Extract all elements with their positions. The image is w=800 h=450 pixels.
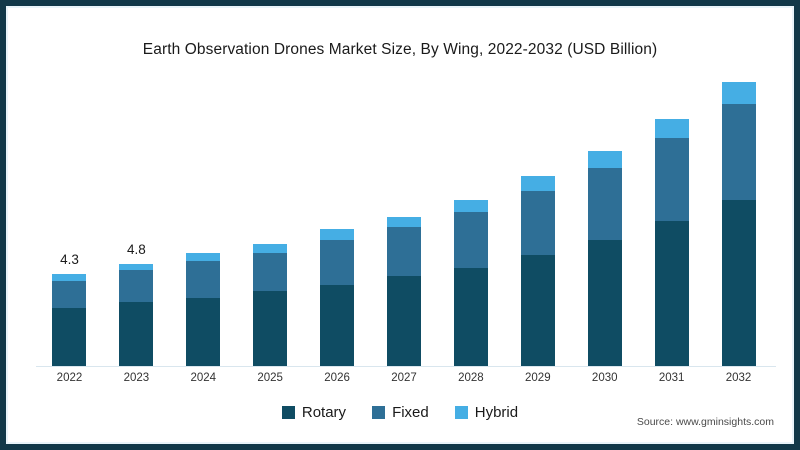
bar-segment-fixed-2031[interactable] (654, 137, 689, 221)
bar-2024[interactable] (186, 252, 221, 366)
legend-label-hybrid: Hybrid (474, 404, 519, 421)
bar-segment-rotary-2032[interactable] (721, 199, 756, 366)
x-tick-2023: 2023 (123, 372, 150, 384)
bar-2028[interactable] (453, 199, 488, 366)
bar-segment-hybrid-2022[interactable] (52, 274, 87, 281)
bar-2025[interactable] (253, 244, 288, 366)
bar-segment-rotary-2028[interactable] (453, 267, 488, 366)
bar-segment-fixed-2032[interactable] (721, 103, 756, 200)
bar-segment-hybrid-2030[interactable] (587, 150, 622, 168)
bar-segment-hybrid-2028[interactable] (453, 199, 488, 213)
x-axis-line (36, 366, 776, 367)
bar-segment-fixed-2025[interactable] (253, 252, 288, 292)
bar-2023[interactable] (119, 263, 154, 366)
bar-segment-fixed-2024[interactable] (186, 261, 221, 298)
bar-2029[interactable] (520, 176, 555, 366)
x-tick-2026: 2026 (324, 372, 350, 384)
legend-square-swatch-icon (454, 406, 468, 419)
bar-segment-hybrid-2031[interactable] (654, 118, 689, 138)
bar-segment-fixed-2026[interactable] (320, 240, 355, 285)
bar-2026[interactable] (320, 229, 355, 366)
x-tick-2028: 2028 (458, 372, 484, 384)
source-caption: Source: www.gminsights.com (636, 416, 774, 428)
x-tick-2030: 2030 (591, 372, 618, 384)
bar-segment-rotary-2030[interactable] (587, 240, 622, 366)
chart-inner-border: Earth Observation Drones Market Size, By… (6, 6, 794, 444)
data-label-2022: 4.3 (60, 252, 79, 268)
legend-item-hybrid[interactable]: Hybrid (454, 404, 519, 421)
bar-2031[interactable] (654, 118, 689, 366)
bar-segment-rotary-2027[interactable] (387, 276, 421, 366)
data-label-2023: 4.8 (126, 241, 146, 257)
plot-area: 4.3 4.8 (36, 78, 772, 366)
bar-segment-hybrid-2023[interactable] (119, 263, 154, 270)
bar-segment-rotary-2023[interactable] (119, 302, 154, 366)
bar-segment-hybrid-2029[interactable] (520, 176, 555, 192)
x-tick-2022: 2022 (56, 372, 83, 384)
bar-segment-fixed-2030[interactable] (587, 167, 622, 241)
x-axis-ticks: 2022 2023 2024 2025 2026 2027 2028 2029 2030 2031… (36, 372, 772, 392)
bar-segment-rotary-2031[interactable] (654, 220, 689, 366)
bar-segment-rotary-2026[interactable] (320, 284, 355, 366)
bar-segment-fixed-2023[interactable] (119, 270, 154, 302)
x-tick-2032: 2032 (725, 372, 752, 384)
bar-2022[interactable] (52, 274, 87, 366)
bar-segment-rotary-2029[interactable] (520, 255, 555, 366)
legend-label-fixed: Fixed (392, 404, 429, 421)
bar-segment-fixed-2027[interactable] (387, 227, 421, 277)
legend-item-rotary[interactable]: Rotary (281, 404, 347, 421)
x-tick-2027: 2027 (391, 372, 417, 384)
bar-segment-hybrid-2025[interactable] (253, 244, 288, 253)
bar-segment-hybrid-2026[interactable] (320, 229, 355, 241)
legend-label-rotary: Rotary (301, 404, 347, 421)
bar-segment-hybrid-2027[interactable] (387, 216, 421, 228)
bar-segment-rotary-2024[interactable] (186, 297, 221, 366)
bar-segment-fixed-2028[interactable] (453, 212, 488, 268)
bar-segment-rotary-2022[interactable] (52, 308, 87, 366)
chart-legend: Rotary Fixed Hybrid (8, 404, 792, 421)
x-tick-2024: 2024 (190, 372, 217, 384)
legend-square-swatch-icon (372, 406, 386, 419)
legend-square-swatch-icon (281, 406, 295, 419)
bar-segment-fixed-2022[interactable] (52, 280, 87, 309)
page-title: Earth Observation Drones Market Size, By… (142, 41, 658, 58)
bar-2032[interactable] (721, 82, 756, 366)
bar-segment-fixed-2029[interactable] (520, 191, 555, 256)
bar-segment-rotary-2025[interactable] (253, 291, 288, 366)
bar-2030[interactable] (587, 150, 622, 366)
x-tick-2031: 2031 (658, 372, 685, 384)
bar-segment-hybrid-2032[interactable] (721, 82, 756, 104)
x-tick-2025: 2025 (257, 372, 283, 384)
legend-item-fixed[interactable]: Fixed (372, 404, 429, 421)
bar-2027[interactable] (387, 216, 421, 366)
x-tick-2029: 2029 (525, 372, 551, 384)
bar-segment-hybrid-2024[interactable] (186, 252, 221, 262)
